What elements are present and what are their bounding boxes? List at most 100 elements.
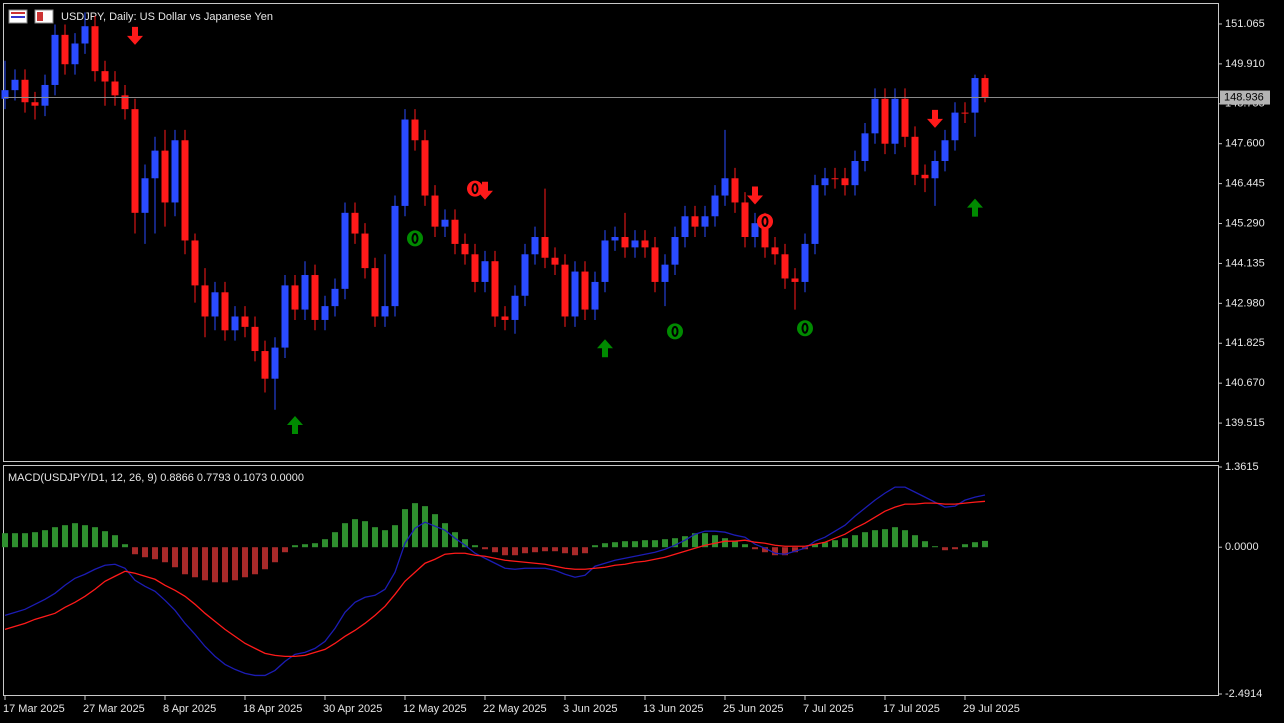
candle-body xyxy=(401,119,409,206)
histogram-bar xyxy=(942,547,948,551)
candle-body xyxy=(11,79,19,91)
candle-body xyxy=(651,247,659,282)
histogram-bar xyxy=(192,547,198,578)
candle-body xyxy=(711,195,719,217)
histogram-bar xyxy=(602,543,608,548)
histogram-bar xyxy=(402,509,408,548)
signal-hole xyxy=(671,325,679,337)
histogram-bar xyxy=(552,547,558,552)
candle-body xyxy=(391,205,399,307)
y-tick-label: 149.910 xyxy=(1225,58,1265,70)
candle-body xyxy=(831,178,839,180)
histogram-bar xyxy=(142,547,148,558)
histogram-bar xyxy=(262,547,268,570)
current-price-label: 148.936 xyxy=(1224,91,1264,103)
candle-body xyxy=(611,237,619,241)
histogram-bar xyxy=(822,542,828,548)
histogram-bar xyxy=(592,545,598,548)
histogram-bar xyxy=(322,539,328,548)
candle-body xyxy=(701,216,709,227)
histogram-bar xyxy=(772,547,778,556)
chart-title: USDJPY, Daily: US Dollar vs Japanese Yen xyxy=(61,11,273,23)
x-tick-label: 17 Jul 2025 xyxy=(883,703,940,715)
x-tick-label: 22 May 2025 xyxy=(483,703,547,715)
histogram-bar xyxy=(922,541,928,548)
histogram-bar xyxy=(792,547,798,553)
candle-body xyxy=(731,178,739,203)
histogram-bar xyxy=(612,542,618,548)
y-tick-label: 1.3615 xyxy=(1225,461,1259,473)
y-tick-label: 145.290 xyxy=(1225,217,1265,229)
candle-body xyxy=(661,264,669,282)
histogram-bar xyxy=(952,547,958,550)
candle-body xyxy=(361,233,369,269)
candle-body xyxy=(881,98,889,144)
histogram-bar xyxy=(292,545,298,548)
histogram-bar xyxy=(112,535,118,548)
x-tick-label: 3 Jun 2025 xyxy=(563,703,617,715)
candle-body xyxy=(921,174,929,179)
candle-body xyxy=(471,254,479,282)
candle-body xyxy=(271,347,279,379)
y-tick-label: 0.0000 xyxy=(1225,541,1259,553)
histogram-bar xyxy=(462,539,468,548)
candle-body xyxy=(441,219,449,227)
histogram-bar xyxy=(432,514,438,548)
histogram-bar xyxy=(622,541,628,548)
x-tick-label: 17 Mar 2025 xyxy=(3,703,65,715)
signal-disc xyxy=(467,180,483,197)
candle-body xyxy=(281,285,289,348)
icon xyxy=(37,12,43,21)
candle-body xyxy=(91,26,99,72)
candle-body xyxy=(71,43,79,65)
histogram-bar xyxy=(392,525,398,548)
candle-body xyxy=(111,81,119,96)
candle-body xyxy=(811,185,819,244)
histogram-bar xyxy=(282,547,288,553)
histogram-bar xyxy=(422,506,428,548)
candle-body xyxy=(851,160,859,186)
candle-body xyxy=(341,212,349,289)
histogram-bar xyxy=(522,547,528,554)
histogram-bar xyxy=(352,519,358,548)
histogram-bar xyxy=(902,530,908,548)
candle-body xyxy=(81,26,89,44)
candle-body xyxy=(591,281,599,310)
candle-body xyxy=(211,292,219,317)
histogram-bar xyxy=(542,547,548,552)
candle-body xyxy=(51,34,59,85)
histogram-bar xyxy=(442,523,448,548)
histogram-bar xyxy=(42,530,48,548)
histogram-bar xyxy=(682,536,688,548)
sell-arrow xyxy=(127,26,143,45)
y-tick-label: 146.445 xyxy=(1225,178,1265,190)
histogram-bar xyxy=(382,530,388,548)
candle-body xyxy=(841,178,849,186)
histogram-bar xyxy=(272,547,278,563)
histogram-bar xyxy=(782,547,788,556)
candle-body xyxy=(501,316,509,320)
histogram-bar xyxy=(702,533,708,548)
histogram-bar xyxy=(372,527,378,548)
candle-body xyxy=(931,160,939,179)
signal-hole xyxy=(411,232,419,244)
candle-body xyxy=(671,237,679,265)
candle-body xyxy=(751,223,759,238)
candle-body xyxy=(131,109,139,213)
histogram-bar xyxy=(662,539,668,548)
histogram-bar xyxy=(972,542,978,548)
candle-body xyxy=(801,243,809,282)
macd-line xyxy=(4,486,986,677)
candle-body xyxy=(461,243,469,255)
candle-body xyxy=(241,316,249,327)
candle-body xyxy=(641,240,649,248)
x-tick-label: 12 May 2025 xyxy=(403,703,467,715)
histogram-bar xyxy=(2,533,8,548)
signal-disc xyxy=(407,230,423,247)
x-tick-label: 13 Jun 2025 xyxy=(643,703,704,715)
x-tick-label: 27 Mar 2025 xyxy=(83,703,145,715)
candle-body xyxy=(41,84,49,106)
candle-body xyxy=(491,261,499,317)
y-tick-label: 142.980 xyxy=(1225,297,1265,309)
signal-disc xyxy=(797,320,813,337)
